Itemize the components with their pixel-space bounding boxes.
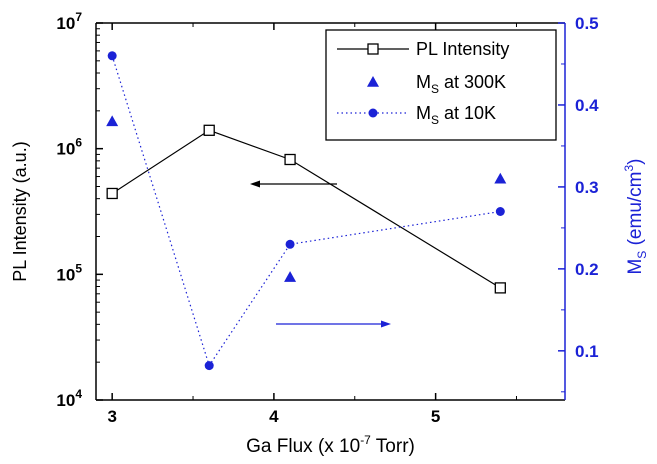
annotations [250,180,391,328]
ms-10k-point [107,51,117,61]
ms-300k-point [284,271,297,282]
y-left-tick-label: 105 [56,261,82,284]
y-left-tick-label: 107 [56,10,82,33]
y-right-tick-label: 0.3 [575,178,599,197]
right-arrow-head [381,320,391,328]
legend-pl-marker [367,43,379,55]
ms-10k-point [495,207,505,216]
y-right-tick-label: 0.4 [575,96,599,115]
legend-10k-marker [368,108,378,118]
x-tick-label: 3 [107,407,116,426]
ms-10k-point [285,239,295,249]
pl-intensity-point [106,187,118,200]
series-layer [106,51,507,371]
series-pl-intensity [106,124,506,294]
legend-label: PL Intensity [416,39,509,59]
legend: PL Intensity MS at 300K MS at 10K [325,29,557,141]
y-right-tick-label: 0.5 [575,14,599,33]
y-right-axis-label: MS (emu/cm3) [622,158,649,274]
ms-10k-point [204,361,214,371]
y-left-tick-label: 104 [56,387,82,410]
legend-label: MS at 10K [416,103,496,127]
pl-intensity-point [494,282,506,294]
legend-300k-marker [367,76,379,87]
y-left-axis-label: PL Intensity (a.u.) [10,141,30,281]
x-tick-label: 5 [431,407,440,426]
pl-intensity-line [111,129,501,289]
x-axis-label: Ga Flux (x 10-7 Torr) [246,433,415,457]
x-tick-label: 4 [269,407,279,426]
legend-label: MS at 300K [416,72,506,96]
pl-intensity-point [203,124,215,136]
series-m-s-at-10k [107,51,505,371]
pl-intensity-point [284,153,296,166]
legend-box [325,29,557,141]
y-right-tick-label: 0.1 [575,342,599,361]
ms-300k-point [106,115,119,127]
axes: 3 4 5 104 105 106 107 0.1 0.2 0.3 0.4 0.5 Ga Flux (x… [10,10,649,457]
ms-300k-point [494,172,507,184]
y-right-tick-label: 0.2 [575,260,599,279]
series-m-s-at-300k [106,115,507,282]
y-left-tick-label: 106 [56,136,82,159]
ms-10k-line [111,55,501,367]
left-arrow-head [250,180,260,188]
